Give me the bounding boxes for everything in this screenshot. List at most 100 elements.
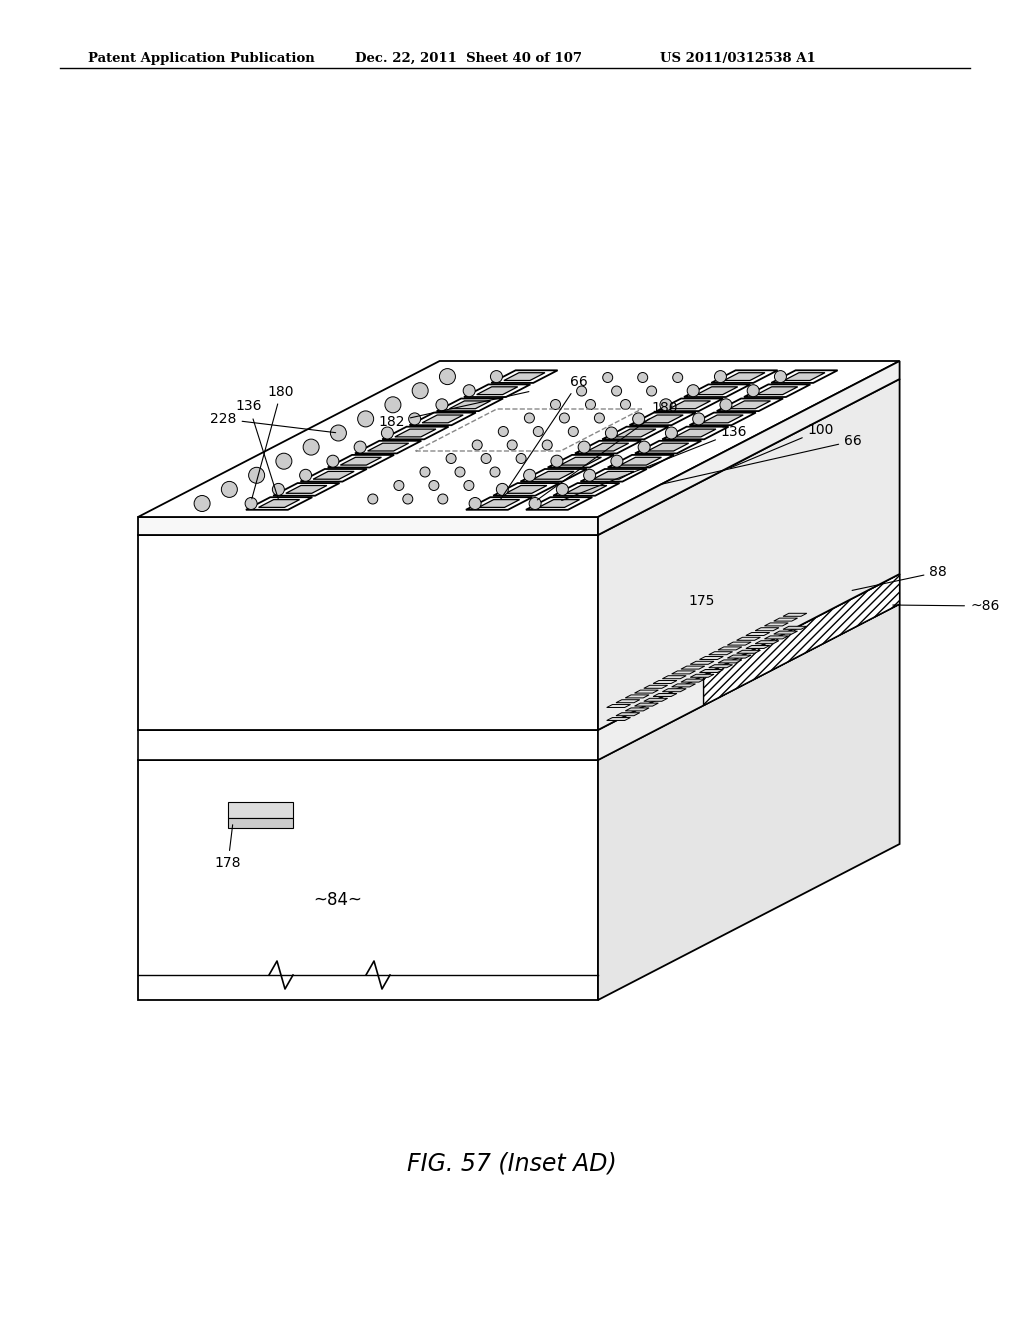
Polygon shape	[642, 433, 701, 445]
Polygon shape	[520, 469, 587, 482]
Polygon shape	[506, 486, 547, 494]
Polygon shape	[626, 453, 654, 458]
Polygon shape	[692, 388, 721, 393]
Polygon shape	[647, 444, 689, 451]
Polygon shape	[626, 708, 649, 711]
Polygon shape	[689, 420, 718, 425]
Polygon shape	[677, 385, 736, 397]
Circle shape	[715, 371, 726, 383]
Polygon shape	[485, 515, 545, 525]
Polygon shape	[361, 450, 422, 461]
Circle shape	[556, 483, 568, 495]
Polygon shape	[504, 486, 532, 491]
Polygon shape	[324, 499, 384, 511]
Polygon shape	[647, 400, 708, 412]
Polygon shape	[345, 470, 374, 475]
Polygon shape	[472, 503, 500, 508]
Polygon shape	[138, 360, 900, 517]
Circle shape	[692, 413, 705, 425]
Polygon shape	[702, 414, 743, 422]
Circle shape	[394, 480, 403, 491]
Polygon shape	[751, 388, 778, 393]
Polygon shape	[388, 466, 447, 478]
Polygon shape	[598, 360, 900, 535]
Polygon shape	[681, 678, 705, 682]
Polygon shape	[584, 433, 644, 445]
Polygon shape	[635, 704, 658, 706]
Circle shape	[603, 372, 612, 383]
Circle shape	[584, 470, 596, 482]
Circle shape	[621, 400, 631, 409]
Circle shape	[611, 385, 622, 396]
Polygon shape	[435, 453, 464, 458]
Polygon shape	[729, 401, 770, 409]
Polygon shape	[681, 667, 705, 669]
Polygon shape	[755, 628, 779, 631]
Text: 100: 100	[730, 422, 834, 467]
Polygon shape	[313, 471, 354, 479]
Polygon shape	[501, 517, 529, 523]
Polygon shape	[630, 413, 696, 425]
Circle shape	[523, 470, 536, 482]
Circle shape	[439, 368, 456, 384]
Polygon shape	[745, 645, 770, 648]
Polygon shape	[138, 574, 900, 730]
Polygon shape	[395, 429, 436, 437]
Polygon shape	[712, 371, 777, 383]
Polygon shape	[504, 372, 545, 380]
Polygon shape	[410, 437, 438, 442]
Text: 228: 228	[210, 412, 336, 433]
Polygon shape	[466, 498, 532, 510]
Polygon shape	[552, 450, 611, 461]
Polygon shape	[599, 437, 628, 442]
Circle shape	[559, 413, 569, 422]
Polygon shape	[690, 661, 714, 664]
Polygon shape	[478, 499, 519, 507]
Circle shape	[673, 372, 683, 383]
Polygon shape	[228, 818, 293, 828]
Polygon shape	[771, 371, 838, 383]
Polygon shape	[282, 503, 310, 508]
Polygon shape	[494, 483, 559, 496]
Polygon shape	[464, 384, 530, 397]
Polygon shape	[607, 455, 674, 467]
Polygon shape	[355, 441, 421, 453]
Polygon shape	[653, 693, 677, 697]
Circle shape	[381, 426, 393, 440]
Text: 66: 66	[501, 375, 588, 499]
Polygon shape	[330, 466, 390, 478]
Polygon shape	[340, 503, 369, 508]
Circle shape	[586, 400, 596, 409]
Polygon shape	[545, 385, 604, 397]
Polygon shape	[696, 387, 737, 395]
Circle shape	[490, 467, 500, 477]
Polygon shape	[709, 665, 732, 668]
Polygon shape	[635, 690, 658, 693]
Polygon shape	[295, 515, 355, 525]
Polygon shape	[228, 803, 293, 818]
Polygon shape	[502, 388, 530, 393]
Circle shape	[611, 455, 623, 467]
Circle shape	[720, 399, 732, 411]
Polygon shape	[626, 694, 649, 698]
Polygon shape	[745, 632, 770, 635]
Circle shape	[638, 441, 650, 453]
Polygon shape	[593, 471, 634, 479]
Polygon shape	[734, 385, 795, 397]
Circle shape	[659, 399, 672, 411]
Polygon shape	[244, 574, 900, 676]
Polygon shape	[562, 486, 590, 491]
Polygon shape	[467, 437, 496, 442]
Polygon shape	[602, 426, 669, 440]
Polygon shape	[621, 457, 662, 465]
Polygon shape	[452, 433, 512, 445]
Polygon shape	[663, 689, 686, 692]
Polygon shape	[410, 413, 476, 425]
Circle shape	[409, 413, 421, 425]
Polygon shape	[476, 387, 518, 395]
Circle shape	[605, 426, 617, 440]
Polygon shape	[138, 730, 598, 760]
Circle shape	[507, 440, 517, 450]
Polygon shape	[744, 384, 810, 397]
Circle shape	[633, 413, 645, 425]
